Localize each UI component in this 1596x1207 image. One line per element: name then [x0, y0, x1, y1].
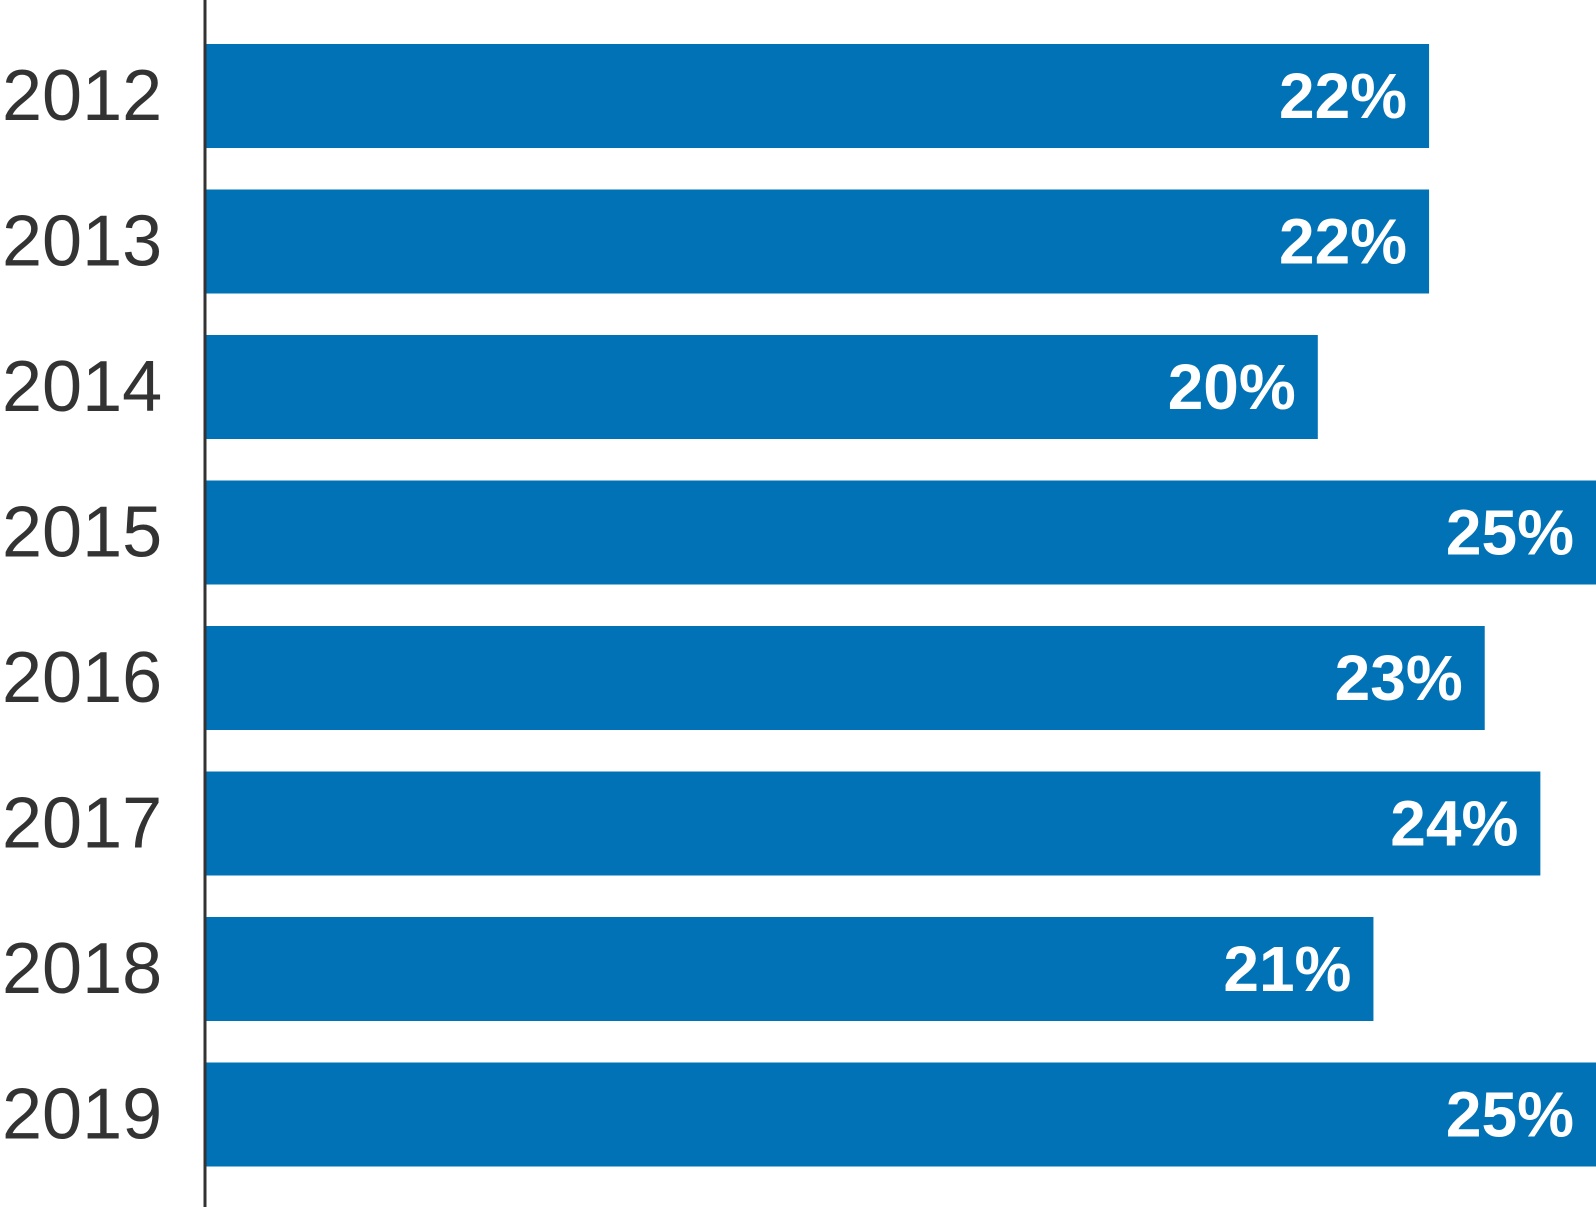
value-label-2017: 24% — [1390, 788, 1518, 860]
value-labels-group: 22% 22% 20% 25% 23% 24% 21% 25% — [1168, 60, 1574, 1151]
value-label-2016: 23% — [1335, 642, 1463, 714]
bar-2019 — [205, 1062, 1596, 1167]
value-label-2018: 21% — [1223, 933, 1351, 1005]
value-label-2014: 20% — [1168, 351, 1296, 423]
value-label-2013: 22% — [1279, 206, 1407, 278]
value-label-2019: 25% — [1446, 1079, 1574, 1151]
category-label-2013: 2013 — [2, 202, 162, 282]
bar-2015 — [205, 480, 1596, 585]
bar-2012 — [205, 44, 1430, 148]
bars-group — [205, 44, 1596, 1167]
bar-2018 — [205, 917, 1374, 1021]
category-label-2016: 2016 — [2, 638, 162, 718]
bar-2013 — [205, 189, 1430, 294]
category-label-2015: 2015 — [2, 493, 162, 573]
value-label-2015: 25% — [1446, 497, 1574, 569]
category-labels-group: 2012 2013 2014 2015 2016 2017 2018 2019 — [2, 56, 162, 1155]
category-label-2014: 2014 — [2, 347, 162, 427]
bar-2017 — [205, 771, 1541, 876]
category-label-2018: 2018 — [2, 929, 162, 1009]
bar-2014 — [205, 335, 1318, 439]
category-label-2019: 2019 — [2, 1075, 162, 1155]
bar-2016 — [205, 626, 1485, 730]
category-label-2017: 2017 — [2, 784, 162, 864]
value-label-2012: 22% — [1279, 60, 1407, 132]
category-label-2012: 2012 — [2, 56, 162, 136]
